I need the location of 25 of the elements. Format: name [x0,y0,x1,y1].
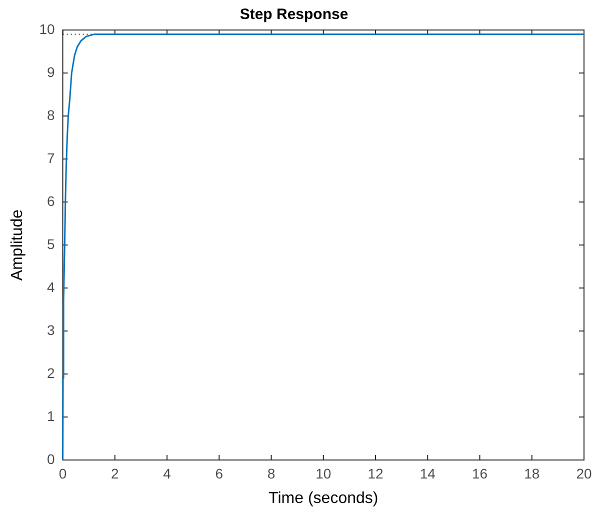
x-tick-label: 12 [368,465,384,482]
y-tick-label: 10 [39,20,55,37]
y-tick-label: 8 [46,106,55,123]
y-tick-label: 3 [46,322,55,338]
y-tick-label: 9 [46,64,55,80]
y-tick-label: 2 [46,364,55,381]
x-tick-label: 6 [215,465,224,482]
y-tick-label: 0 [46,450,55,467]
y-axis-title: Amplitude [9,209,26,281]
x-tick-label: 18 [524,465,540,482]
x-tick-label: 10 [316,465,332,482]
x-tick-label: 8 [267,465,276,482]
x-tick-label: 2 [110,465,119,482]
x-tick-label: 4 [163,465,172,482]
y-tick-label: 5 [46,236,55,252]
x-tick-label: 0 [58,465,67,482]
x-tick-label: 14 [420,465,436,482]
y-tick-label: 7 [46,150,55,166]
y-tick-label: 1 [46,408,55,424]
x-tick-label: 16 [472,465,488,482]
x-tick-label: 20 [576,465,592,482]
x-axis-title: Time (seconds) [268,490,378,507]
y-tick-label: 4 [46,278,55,295]
y-tick-label: 6 [46,192,55,209]
chart-title: Step Response [240,6,348,24]
